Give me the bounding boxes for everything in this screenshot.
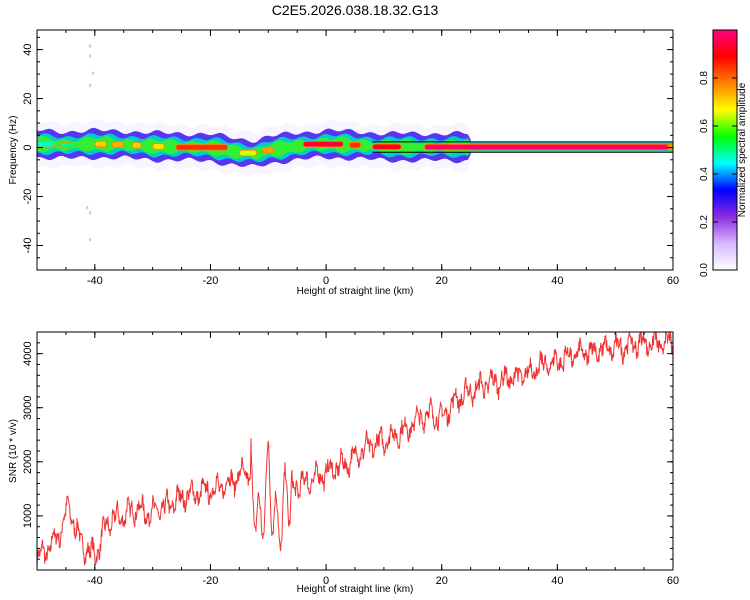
spectrogram-ylabel: Frequency (Hz) — [8, 116, 19, 185]
snr-series-line — [37, 332, 673, 568]
x-tick-label: 60 — [667, 575, 679, 587]
y-tick-label: 2000 — [22, 450, 34, 474]
spectrogram-ridge-segment — [131, 142, 142, 149]
x-tick-label: 0 — [323, 275, 329, 287]
y-tick-label: 0 — [22, 144, 34, 150]
spectrogram-ridge-segment — [111, 141, 125, 148]
colorbar: 0.0 0.2 0.4 0.6 0.8 Normalized spectral ampl… — [699, 29, 748, 277]
spectrogram-ridge-segment — [348, 141, 362, 149]
spectrogram-ridge-segment — [262, 146, 275, 154]
colorbar-tick-label: 0.2 — [699, 215, 710, 229]
x-tick-label: 0 — [323, 575, 329, 587]
spectrogram-panel: -40 -20 0 20 40 60 -40 -20 0 20 40 Height of strai… — [8, 29, 679, 297]
spectrogram-speck — [89, 211, 92, 215]
spectrogram-ticks: -40 -20 0 20 40 60 -40 -20 0 20 40 — [22, 30, 679, 287]
y-tick-label: 3000 — [22, 395, 34, 419]
x-tick-label: 20 — [436, 575, 448, 587]
spectrogram-speck — [89, 238, 92, 242]
spectrogram-speck — [89, 83, 92, 87]
colorbar-ticks: 0.0 0.2 0.4 0.6 0.8 — [699, 71, 737, 277]
spectrogram-ridge-segment — [175, 144, 229, 151]
colorbar-tick-label: 0.4 — [699, 167, 710, 181]
spectrogram-ridge-segment — [37, 141, 55, 148]
spectrogram-ridge-segment — [94, 140, 107, 148]
spectrogram-ridge-segment — [371, 143, 402, 151]
y-tick-label: -40 — [22, 238, 34, 254]
y-tick-label: -20 — [22, 189, 34, 205]
colorbar-tick-label: 0.8 — [699, 71, 710, 85]
x-tick-label: -40 — [87, 275, 103, 287]
snr-panel: -40 -20 0 20 40 60 1000 2000 3000 4000 Height of … — [8, 331, 679, 595]
spectrogram-ridge-segment — [59, 141, 73, 149]
spectrogram-speck — [89, 44, 92, 48]
spectrogram-ridge-segment — [302, 140, 344, 148]
y-tick-label: 40 — [22, 43, 34, 55]
spectrogram-ridge-segment — [423, 143, 673, 151]
figure-title: C2E5.2026.038.18.32.G13 — [272, 2, 439, 18]
y-tick-label: 1000 — [22, 504, 34, 528]
colorbar-gradient — [713, 30, 737, 270]
spectrogram-xlabel: Height of straight line (km) — [297, 286, 414, 297]
snr-ticks: -40 -20 0 20 40 60 1000 2000 3000 4000 — [22, 331, 679, 587]
y-tick-label: 4000 — [22, 341, 34, 365]
colorbar-tick-label: 0.0 — [699, 263, 710, 277]
x-tick-label: -40 — [87, 575, 103, 587]
spectrogram-speck — [86, 206, 89, 210]
spectrogram-speck — [91, 71, 94, 75]
y-tick-label: 20 — [22, 92, 34, 104]
snr-ylabel: SNR (10 * v/v) — [8, 419, 19, 483]
spectrogram-speck — [89, 54, 92, 58]
x-tick-label: 20 — [436, 275, 448, 287]
snr-xlabel: Height of straight line (km) — [297, 584, 414, 595]
x-tick-label: 60 — [667, 275, 679, 287]
spectrogram-marks — [37, 44, 673, 242]
x-tick-label: 40 — [551, 275, 563, 287]
colorbar-frame — [712, 29, 738, 271]
x-tick-label: 40 — [551, 575, 563, 587]
colorbar-tick-label: 0.6 — [699, 119, 710, 133]
spectrogram-ridge-segment — [238, 149, 258, 157]
x-tick-label: -20 — [203, 575, 219, 587]
x-tick-label: -20 — [203, 275, 219, 287]
colorbar-label: Normalized spectral amplitude — [737, 82, 748, 217]
spectrogram-ridge-segment — [152, 143, 165, 150]
